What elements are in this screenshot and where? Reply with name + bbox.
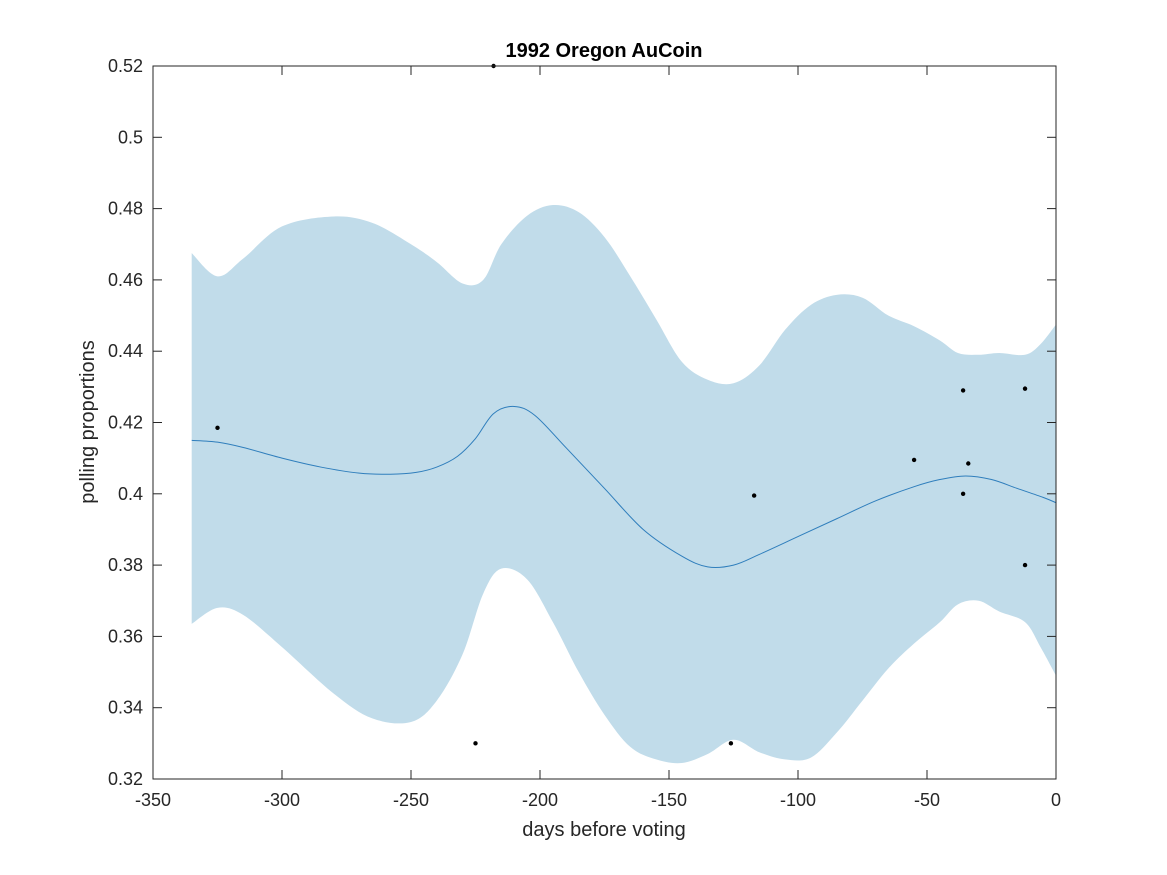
data-points-layer — [215, 63, 1028, 746]
data-point — [911, 457, 917, 463]
fit-line — [191, 405, 1057, 569]
data-point — [960, 388, 966, 393]
y-tick-label: 0.4 — [118, 484, 143, 504]
data-point — [960, 491, 966, 496]
x-tick-label: -100 — [780, 790, 816, 810]
y-tick-label: 0.5 — [118, 127, 143, 147]
y-tick-label: 0.38 — [108, 555, 143, 575]
y-tick-label: 0.44 — [108, 341, 143, 361]
confidence-band — [191, 204, 1056, 764]
y-tick-label: 0.52 — [108, 56, 143, 76]
fit-line-layer — [191, 405, 1057, 569]
data-point — [473, 741, 478, 746]
x-tick-label: -150 — [651, 790, 687, 810]
x-tick-label: -250 — [393, 790, 429, 810]
y-tick-label: 0.34 — [108, 698, 143, 718]
y-tick-label: 0.32 — [108, 769, 143, 789]
data-point — [1022, 562, 1028, 568]
y-tick-label: 0.46 — [108, 270, 143, 290]
x-axis-label: days before voting — [522, 819, 685, 841]
confidence-band-layer — [191, 204, 1056, 764]
x-tick-label: -50 — [914, 790, 940, 810]
y-axis-ticks: 0.32 0.34 0.36 0.38 0.4 0.42 0.44 0.46 0.48 0.5 0.… — [108, 56, 1056, 789]
data-point — [1022, 386, 1028, 391]
y-tick-label: 0.48 — [108, 199, 143, 219]
data-point — [728, 741, 734, 746]
y-axis-label: polling proportions — [77, 340, 99, 503]
x-tick-label: 0 — [1051, 790, 1061, 810]
chart-title: 1992 Oregon AuCoin — [505, 40, 702, 62]
data-point — [751, 493, 757, 498]
y-tick-label: 0.36 — [108, 626, 143, 646]
data-point — [215, 425, 220, 431]
data-point — [966, 461, 971, 466]
x-tick-label: -300 — [264, 790, 300, 810]
x-axis-ticks: -350 -300 -250 -200 -150 -100 -50 0 — [135, 66, 1061, 810]
x-tick-label: -350 — [135, 790, 171, 810]
y-tick-label: 0.42 — [108, 413, 143, 433]
x-tick-label: -200 — [522, 790, 558, 810]
